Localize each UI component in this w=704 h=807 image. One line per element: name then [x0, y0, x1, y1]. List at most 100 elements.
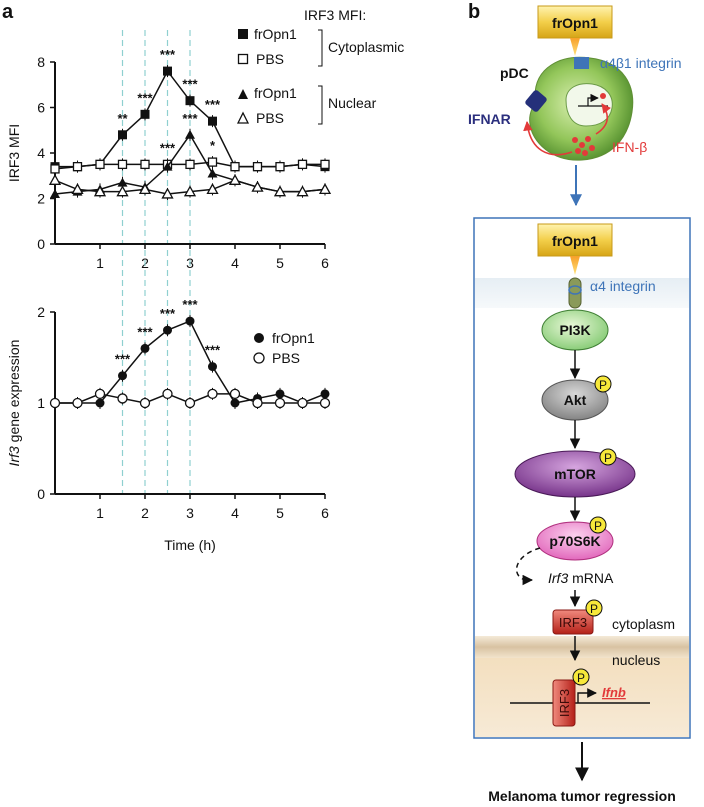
data-point-open-square — [50, 164, 60, 174]
irf3-chart-dashed-gridlines — [121, 250, 191, 494]
significance-marker: ** — [117, 111, 128, 126]
fropn1-box-inner — [537, 223, 613, 257]
irf3-legend: frOpn1 PBS — [253, 330, 315, 366]
phospho-irf3-nuclear-badge — [572, 668, 590, 686]
phospho-irf3-nuclear-label: P — [577, 671, 585, 685]
data-point-open-circle — [207, 388, 218, 400]
y-tick-label: 0 — [37, 236, 45, 252]
data-point-open-triangle — [71, 183, 84, 195]
panel-label-a: a — [2, 1, 14, 23]
ifnb-transcription-arrow — [577, 688, 597, 703]
irf3-y-axis-label-rest: gene expression — [6, 340, 22, 447]
x-tick-label: 6 — [321, 255, 329, 271]
data-point-filled-circle — [275, 389, 285, 399]
mfi-chart-dashed-gridlines — [121, 30, 191, 244]
irf3-cytoplasmic-label: IRF3 — [559, 615, 587, 630]
cytoplasm-label: cytoplasm — [612, 616, 675, 632]
fropn1-ligand-top: frOpn1 — [537, 5, 613, 56]
data-point-open-square — [72, 161, 83, 172]
ifnb-dot — [579, 142, 585, 148]
data-point-open-circle — [117, 393, 128, 404]
pi3k-label: PI3K — [559, 322, 590, 338]
data-point-open-square — [207, 157, 218, 167]
data-point-open-circle — [139, 397, 151, 409]
legend-label-nuc-fropn1: frOpn1 — [254, 85, 297, 101]
dashed-translation-arrow — [515, 547, 541, 586]
data-point-open-triangle — [296, 185, 309, 197]
ifnb-gene-label: Ifnb — [602, 685, 626, 700]
legend-marker-open-triangle — [236, 111, 250, 124]
pdc-label: pDC — [500, 65, 529, 81]
data-point-open-triangle — [206, 183, 219, 195]
significance-marker: *** — [160, 306, 176, 321]
x-tick-label: 5 — [276, 505, 284, 521]
irf3-x-axis-label: Time (h) — [164, 537, 216, 553]
data-point-filled-triangle — [117, 177, 128, 187]
fropn1-label-top: frOpn1 — [552, 15, 598, 31]
data-point-open-square — [275, 161, 285, 172]
data-point-open-circle — [319, 397, 331, 409]
x-tick-label: 2 — [141, 505, 149, 521]
legend-marker-filled-square — [238, 29, 248, 39]
data-point-open-triangle — [48, 173, 62, 185]
legend-group-cytoplasmic: Cytoplasmic — [328, 39, 404, 55]
data-point-filled-circle — [230, 398, 240, 408]
mfi-series-group — [48, 65, 332, 200]
phospho-p70-label: P — [594, 519, 602, 533]
phospho-mtor-badge — [599, 448, 617, 466]
irf3-mrna-italic: Irf3 — [548, 570, 568, 586]
irf3-mrna-label: Irf3 mRNA — [548, 570, 614, 586]
significance-marker: *** — [115, 352, 131, 367]
integrin-receptor-top — [574, 57, 589, 69]
data-point-open-triangle — [93, 185, 107, 197]
data-point-open-circle — [184, 397, 196, 409]
fropn1-box-top — [537, 5, 613, 39]
significance-marker: *** — [160, 140, 176, 155]
data-point-filled-circle — [320, 389, 330, 399]
significance-marker: *** — [182, 111, 198, 126]
x-tick-label: 3 — [186, 505, 194, 521]
ifnb-autocrine-arrow — [523, 121, 573, 156]
legend-label-nuc-pbs: PBS — [256, 110, 284, 126]
data-point-filled-triangle — [207, 168, 218, 178]
legend-label-irf3-pbs: PBS — [272, 350, 300, 366]
data-point-open-square — [230, 161, 240, 172]
data-point-open-square — [140, 159, 150, 170]
legend-marker-filled-triangle — [238, 89, 248, 99]
irf3-cytoplasmic-protein — [552, 609, 594, 635]
data-point-open-triangle — [251, 180, 264, 192]
integrin-label-top: α4β1 integrin — [600, 55, 682, 71]
x-tick-label: 4 — [231, 255, 239, 271]
p70s6k-label: p70S6K — [549, 533, 600, 549]
pdc-ifn-dot-nucleus — [600, 93, 606, 99]
data-point-open-circle — [72, 397, 83, 409]
data-point-open-square — [117, 159, 128, 170]
data-point-open-triangle — [183, 185, 197, 197]
legend-bracket-nuc — [318, 85, 323, 125]
data-point-filled-circle — [95, 398, 105, 408]
data-point-open-circle — [274, 397, 286, 409]
data-point-filled-triangle — [162, 161, 173, 171]
legend-group-nuclear: Nuclear — [328, 95, 377, 111]
x-tick-label: 1 — [96, 505, 104, 521]
data-point-filled-circle — [208, 362, 217, 372]
ifnb-dot — [585, 136, 591, 142]
phospho-mtor-label: P — [604, 451, 612, 465]
legend-marker-open-circle — [253, 352, 265, 364]
signaling-detail-panel: frOpn1 α4 integrin PI3K Akt P mTOR P p70… — [473, 217, 691, 739]
integrin-receptor-inner — [568, 277, 582, 309]
data-point-filled-triangle — [50, 188, 60, 198]
panel-label-b: b — [468, 1, 480, 23]
mfi-chart: 02468123456 IRF3 MFI *******************… — [6, 7, 404, 271]
irf3-y-axis-label-italic: Irf3 — [6, 446, 22, 466]
data-point-open-square — [297, 159, 308, 170]
mfi-y-axis-label: IRF3 MFI — [6, 124, 22, 182]
phospho-akt-label: P — [599, 378, 607, 392]
significance-marker: *** — [137, 90, 153, 105]
irf3-annotation-group: *** *** *** *** *** — [115, 297, 221, 367]
significance-marker: *** — [182, 297, 198, 312]
data-point-open-triangle — [138, 183, 152, 195]
mfi-annotation-group: ********************* — [117, 47, 221, 155]
